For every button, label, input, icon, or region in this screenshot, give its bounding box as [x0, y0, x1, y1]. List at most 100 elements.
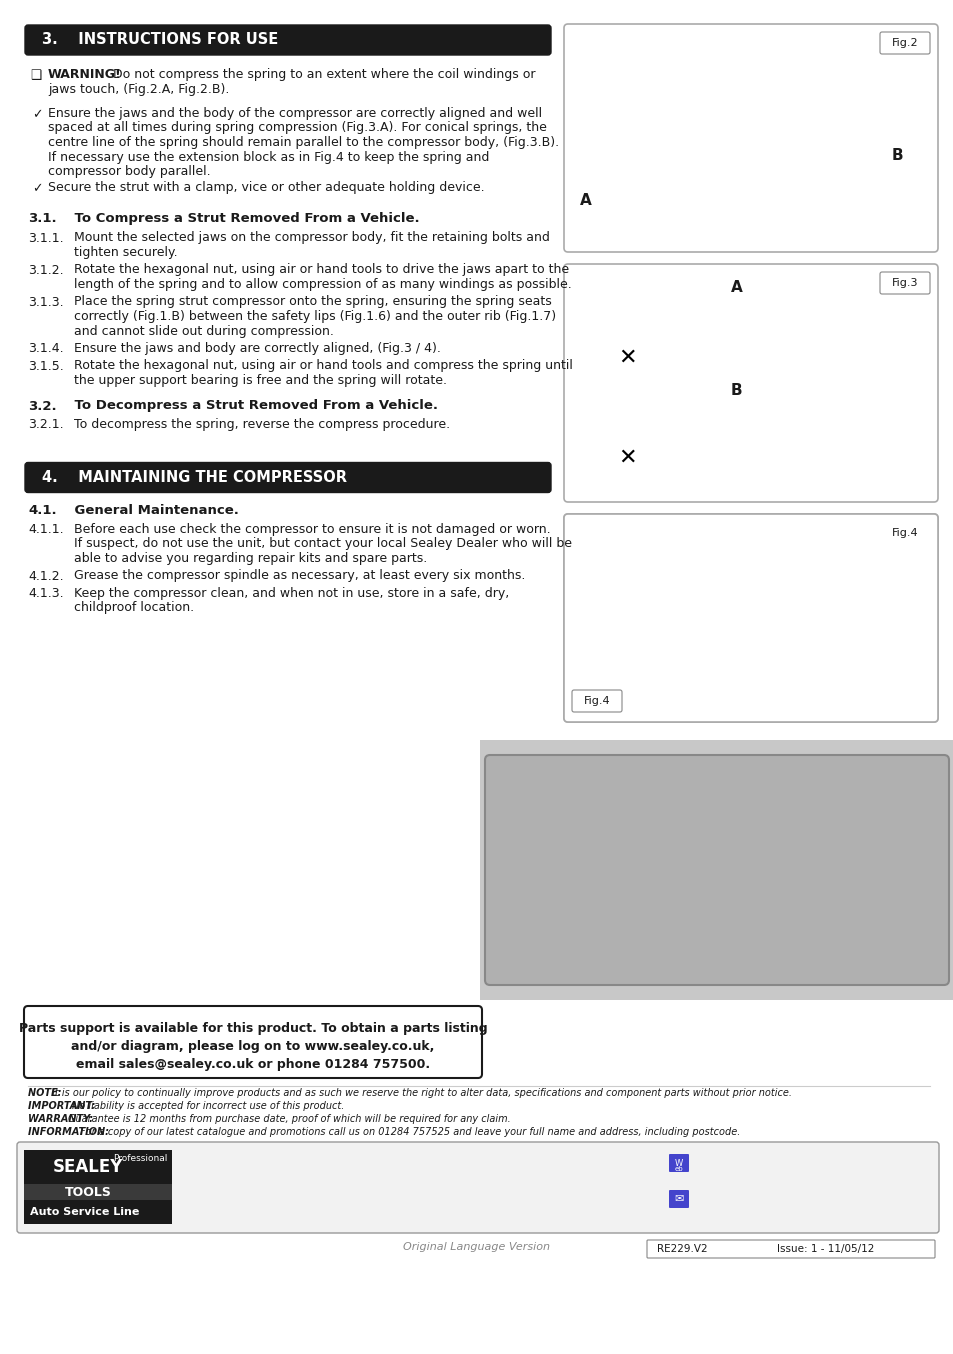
Text: Original Language Version: Original Language Version — [403, 1242, 550, 1252]
Text: 01284 703534: 01284 703534 — [492, 1192, 582, 1204]
Text: compressor body parallel.: compressor body parallel. — [48, 165, 211, 177]
Text: spaced at all times during spring compression (Fig.3.A). For conical springs, th: spaced at all times during spring compre… — [48, 122, 546, 134]
Text: 4.    MAINTAINING THE COMPRESSOR: 4. MAINTAINING THE COMPRESSOR — [42, 470, 347, 485]
Text: Secure the strut with a clamp, vice or other adequate holding device.: Secure the strut with a clamp, vice or o… — [48, 181, 484, 195]
Text: sales@sealey.co.uk: sales@sealey.co.uk — [691, 1193, 812, 1206]
Text: If suspect, do not use the unit, but contact your local Sealey Dealer who will b: If suspect, do not use the unit, but con… — [74, 538, 572, 551]
FancyBboxPatch shape — [668, 1190, 688, 1208]
Text: B: B — [730, 383, 741, 398]
Text: TOOLS: TOOLS — [65, 1186, 112, 1198]
Text: Place the spring strut compressor onto the spring, ensuring the spring seats: Place the spring strut compressor onto t… — [74, 295, 551, 309]
Bar — [24, 1200, 172, 1224]
FancyBboxPatch shape — [24, 1006, 481, 1078]
Text: 3.    INSTRUCTIONS FOR USE: 3. INSTRUCTIONS FOR USE — [42, 32, 278, 47]
Text: www.sealey.co.uk: www.sealey.co.uk — [691, 1158, 801, 1170]
Text: Guarantee is 12 months from purchase date, proof of which will be required for a: Guarantee is 12 months from purchase dat… — [68, 1114, 510, 1124]
FancyBboxPatch shape — [25, 24, 551, 56]
Text: Rotate the hexagonal nut, using air or hand tools and compress the spring until: Rotate the hexagonal nut, using air or h… — [74, 360, 572, 372]
Text: Kempson Way, Suffolk Business Park,: Kempson Way, Suffolk Business Park, — [186, 1169, 405, 1181]
Text: the upper support bearing is free and the spring will rotate.: the upper support bearing is free and th… — [74, 374, 447, 387]
Text: 3.1.2.: 3.1.2. — [28, 264, 64, 276]
Text: Fig.2: Fig.2 — [891, 38, 918, 47]
FancyBboxPatch shape — [563, 515, 937, 722]
Text: Do not compress the spring to an extent where the coil windings or: Do not compress the spring to an extent … — [109, 68, 535, 81]
Text: If necessary use the extension block as in Fig.4 to keep the spring and: If necessary use the extension block as … — [48, 150, 489, 164]
Text: ✕: ✕ — [618, 348, 636, 368]
Text: Mount the selected jaws on the compressor body, fit the retaining bolts and: Mount the selected jaws on the compresso… — [74, 232, 549, 245]
Text: W: W — [674, 1159, 682, 1167]
Text: 01284 757500: 01284 757500 — [492, 1159, 583, 1173]
Text: and cannot slide out during compression.: and cannot slide out during compression. — [74, 325, 334, 337]
Text: To decompress the spring, reverse the compress procedure.: To decompress the spring, reverse the co… — [74, 418, 450, 431]
Text: SEALEY: SEALEY — [52, 1158, 123, 1177]
Text: Rotate the hexagonal nut, using air or hand tools to drive the jaws apart to the: Rotate the hexagonal nut, using air or h… — [74, 264, 569, 276]
Text: able to advise you regarding repair kits and spare parts.: able to advise you regarding repair kits… — [74, 552, 427, 565]
Text: correctly (Fig.1.B) between the safety lips (Fig.1.6) and the outer rib (Fig.1.7: correctly (Fig.1.B) between the safety l… — [74, 310, 556, 324]
Text: ✓: ✓ — [32, 108, 43, 121]
Text: Fig.3: Fig.3 — [891, 278, 918, 288]
Text: Fig.4: Fig.4 — [583, 696, 610, 705]
Text: B: B — [891, 148, 902, 162]
Bar — [479, 741, 953, 1001]
Text: 3.1.5.: 3.1.5. — [28, 360, 64, 372]
Text: ✓: ✓ — [32, 183, 43, 195]
Text: It is our policy to continually improve products and as such we reserve the righ: It is our policy to continually improve … — [52, 1089, 791, 1098]
Text: WARRANTY:: WARRANTY: — [28, 1114, 96, 1124]
Text: WARNING!: WARNING! — [48, 68, 122, 81]
Text: tighten securely.: tighten securely. — [74, 246, 177, 259]
Text: ❑: ❑ — [30, 69, 41, 83]
Text: Sole UK Distributor, Sealey Group,: Sole UK Distributor, Sealey Group, — [186, 1155, 414, 1169]
Text: childproof location.: childproof location. — [74, 601, 193, 615]
Text: 3.1.4.: 3.1.4. — [28, 343, 64, 355]
Text: No liability is accepted for incorrect use of this product.: No liability is accepted for incorrect u… — [71, 1101, 344, 1112]
Text: jaws touch, (Fig.2.A, Fig.2.B).: jaws touch, (Fig.2.A, Fig.2.B). — [48, 83, 229, 96]
FancyBboxPatch shape — [668, 1154, 688, 1173]
FancyBboxPatch shape — [879, 32, 929, 54]
Text: 3.2.1.: 3.2.1. — [28, 418, 64, 431]
Text: Ensure the jaws and body are correctly aligned, (Fig.3 / 4).: Ensure the jaws and body are correctly a… — [74, 343, 440, 355]
Text: 4.1.2.: 4.1.2. — [28, 570, 64, 582]
Text: IMPORTANT:: IMPORTANT: — [28, 1101, 99, 1112]
FancyBboxPatch shape — [17, 1141, 938, 1233]
Text: Ensure the jaws and the body of the compressor are correctly aligned and well: Ensure the jaws and the body of the comp… — [48, 107, 541, 121]
Text: 4.1.3.: 4.1.3. — [28, 588, 64, 600]
FancyBboxPatch shape — [572, 691, 621, 712]
Bar — [24, 1150, 172, 1183]
Text: 3.2.: 3.2. — [28, 399, 56, 413]
Text: and/or diagram, please log on to www.sealey.co.uk,: and/or diagram, please log on to www.sea… — [71, 1040, 435, 1053]
Text: 4.1.: 4.1. — [28, 504, 56, 516]
Text: ✕: ✕ — [618, 448, 636, 468]
FancyBboxPatch shape — [879, 272, 929, 294]
Text: Keep the compressor clean, and when not in use, store in a safe, dry,: Keep the compressor clean, and when not … — [74, 588, 509, 600]
Text: IP32 7AR: IP32 7AR — [186, 1194, 238, 1206]
Text: ✉: ✉ — [674, 1194, 683, 1204]
Text: 4.1.1.: 4.1.1. — [28, 523, 64, 536]
FancyBboxPatch shape — [484, 756, 948, 984]
Text: General Maintenance.: General Maintenance. — [56, 504, 238, 516]
Bar — [24, 1183, 172, 1200]
Text: INFORMATION:: INFORMATION: — [28, 1127, 112, 1137]
FancyBboxPatch shape — [563, 24, 937, 252]
Text: Grease the compressor spindle as necessary, at least every six months.: Grease the compressor spindle as necessa… — [74, 570, 525, 582]
Text: For a copy of our latest catalogue and promotions call us on 01284 757525 and le: For a copy of our latest catalogue and p… — [80, 1127, 740, 1137]
Text: Parts support is available for this product. To obtain a parts listing: Parts support is available for this prod… — [19, 1022, 487, 1034]
Text: Bury St. Edmunds, Suffolk,: Bury St. Edmunds, Suffolk, — [186, 1181, 343, 1194]
Text: Issue: 1 - 11/05/12: Issue: 1 - 11/05/12 — [777, 1244, 874, 1254]
Text: 3.1.3.: 3.1.3. — [28, 295, 64, 309]
Text: eb: eb — [674, 1166, 682, 1173]
Text: centre line of the spring should remain parallel to the compressor body, (Fig.3.: centre line of the spring should remain … — [48, 135, 558, 149]
FancyBboxPatch shape — [25, 463, 551, 493]
Text: Before each use check the compressor to ensure it is not damaged or worn.: Before each use check the compressor to … — [74, 523, 550, 536]
FancyBboxPatch shape — [563, 515, 937, 722]
Text: email sales@sealey.co.uk or phone 01284 757500.: email sales@sealey.co.uk or phone 01284 … — [76, 1057, 430, 1071]
Text: Professional: Professional — [113, 1154, 168, 1163]
Text: RE229.V2: RE229.V2 — [656, 1244, 706, 1254]
Text: ☎: ☎ — [470, 1159, 490, 1177]
Text: 3.1.: 3.1. — [28, 213, 56, 225]
Text: To Decompress a Strut Removed From a Vehicle.: To Decompress a Strut Removed From a Veh… — [56, 399, 437, 413]
Text: length of the spring and to allow compression of as many windings as possible.: length of the spring and to allow compre… — [74, 278, 571, 291]
Text: ✇: ✇ — [470, 1192, 482, 1206]
Text: Fig.4: Fig.4 — [891, 528, 918, 538]
Text: To Compress a Strut Removed From a Vehicle.: To Compress a Strut Removed From a Vehic… — [56, 213, 419, 225]
Text: A: A — [579, 194, 591, 209]
